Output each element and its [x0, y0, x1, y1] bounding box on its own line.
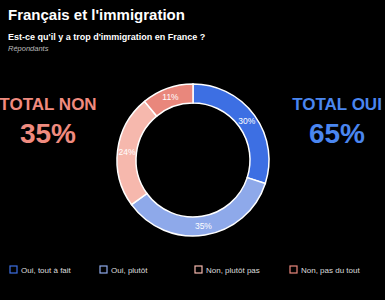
chart: Français et l'immigration Est-ce qu'il y … — [0, 0, 385, 300]
data-labels: 30% 35% 24% 11% — [119, 92, 256, 230]
background — [0, 0, 385, 300]
legend-swatch — [195, 266, 202, 273]
data-label: 35% — [195, 221, 212, 231]
data-label: 30% — [238, 116, 255, 126]
donut — [117, 84, 269, 236]
slice — [117, 101, 157, 204]
total-label: TOTAL NON — [0, 95, 97, 114]
legend-swatch — [290, 266, 297, 273]
title: Français et l'immigration — [8, 6, 185, 23]
slice — [145, 84, 193, 116]
legend: Oui, tout à fait Oui, plutôt Non, plutôt p… — [10, 266, 360, 275]
subtitle: Est-ce qu'il y a trop d'immigration en F… — [8, 32, 205, 42]
legend-label: Oui, tout à fait — [21, 266, 72, 275]
slice — [132, 178, 266, 236]
legend-swatch — [10, 266, 17, 273]
note: Répondants — [8, 44, 49, 53]
total-value: 35% — [20, 118, 76, 149]
legend-swatch — [100, 266, 107, 273]
legend-label: Non, pas du tout — [301, 266, 360, 275]
slice — [193, 84, 269, 183]
data-label: 24% — [119, 147, 136, 157]
total-label: TOTAL OUI — [292, 95, 382, 114]
legend-label: Non, plutôt pas — [206, 266, 260, 275]
legend-label: Oui, plutôt — [111, 266, 148, 275]
total-value: 65% — [309, 118, 365, 149]
data-label: 11% — [162, 92, 179, 102]
